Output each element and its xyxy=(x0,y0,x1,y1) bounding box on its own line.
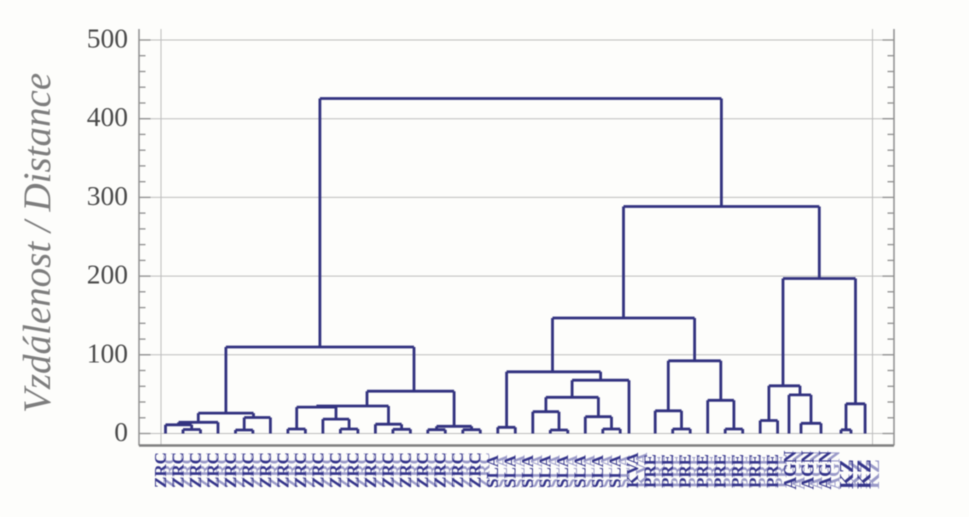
svg-text:ZRC: ZRC xyxy=(230,452,249,488)
svg-text:SLA: SLA xyxy=(553,454,572,488)
svg-text:SLA: SLA xyxy=(614,454,633,488)
svg-text:KVA: KVA xyxy=(632,452,651,488)
svg-text:ZRC: ZRC xyxy=(160,452,179,488)
svg-text:ZRC: ZRC xyxy=(195,452,214,488)
svg-text:PRE: PRE xyxy=(702,454,721,488)
svg-text:SLA: SLA xyxy=(501,454,520,488)
svg-text:ZRC: ZRC xyxy=(422,452,441,488)
svg-text:300: 300 xyxy=(87,180,128,211)
svg-text:ZRC: ZRC xyxy=(326,452,345,488)
svg-text:PRE: PRE xyxy=(763,454,782,488)
svg-text:ZRC: ZRC xyxy=(439,452,458,488)
svg-text:ZRC: ZRC xyxy=(300,452,319,488)
svg-text:AGN: AGN xyxy=(815,450,835,489)
svg-text:AGN: AGN xyxy=(806,450,826,489)
svg-text:PRE: PRE xyxy=(649,454,668,488)
svg-text:ZRC: ZRC xyxy=(177,452,196,488)
svg-text:PRE: PRE xyxy=(676,454,695,488)
svg-text:PRE: PRE xyxy=(711,454,730,488)
svg-text:200: 200 xyxy=(87,259,128,290)
svg-text:ZRC: ZRC xyxy=(378,452,397,488)
svg-text:ZRC: ZRC xyxy=(317,452,336,488)
svg-text:Vzdálenost / Distance: Vzdálenost / Distance xyxy=(16,73,59,413)
svg-text:400: 400 xyxy=(87,101,128,132)
svg-text:ZRC: ZRC xyxy=(457,452,476,488)
svg-text:PRE: PRE xyxy=(641,454,660,488)
svg-text:PRE: PRE xyxy=(667,454,686,488)
svg-text:100: 100 xyxy=(87,337,128,368)
svg-text:ZRC: ZRC xyxy=(238,452,257,488)
svg-text:ZRC: ZRC xyxy=(396,452,415,488)
svg-text:ZRC: ZRC xyxy=(308,452,327,488)
svg-text:0: 0 xyxy=(114,416,128,447)
svg-text:PRE: PRE xyxy=(737,454,756,488)
svg-text:KZ: KZ xyxy=(853,459,875,489)
svg-text:AGN: AGN xyxy=(780,450,800,489)
svg-text:ZRC: ZRC xyxy=(212,452,231,488)
svg-text:PRE: PRE xyxy=(772,454,791,488)
svg-text:ZRC: ZRC xyxy=(448,452,467,488)
svg-text:SLA: SLA xyxy=(492,454,511,488)
svg-text:SLA: SLA xyxy=(544,454,563,488)
svg-text:KVA: KVA xyxy=(623,452,642,488)
svg-text:SLA: SLA xyxy=(518,454,537,488)
svg-text:PRE: PRE xyxy=(658,454,677,488)
svg-text:ZRC: ZRC xyxy=(370,452,389,488)
svg-text:KZ: KZ xyxy=(836,459,858,489)
svg-text:AGN: AGN xyxy=(789,450,809,489)
svg-text:ZRC: ZRC xyxy=(256,452,275,488)
svg-text:ZRC: ZRC xyxy=(431,452,450,488)
svg-text:ZRC: ZRC xyxy=(387,452,406,488)
svg-text:PRE: PRE xyxy=(684,454,703,488)
svg-text:ZRC: ZRC xyxy=(466,452,485,488)
svg-text:PRE: PRE xyxy=(693,454,712,488)
svg-text:SLA: SLA xyxy=(588,454,607,488)
svg-text:ZRC: ZRC xyxy=(273,452,292,488)
svg-text:SLA: SLA xyxy=(606,454,625,488)
svg-text:ZRC: ZRC xyxy=(343,452,362,488)
svg-text:PRE: PRE xyxy=(746,454,765,488)
svg-text:SLA: SLA xyxy=(579,454,598,488)
svg-text:ZRC: ZRC xyxy=(203,452,222,488)
svg-text:SLA: SLA xyxy=(597,454,616,488)
svg-text:SLA: SLA xyxy=(483,454,502,488)
svg-text:AGN: AGN xyxy=(797,450,817,489)
svg-text:ZRC: ZRC xyxy=(352,452,371,488)
svg-text:AGN: AGN xyxy=(824,450,844,489)
svg-text:PRE: PRE xyxy=(754,454,773,488)
svg-text:ZRC: ZRC xyxy=(413,452,432,488)
svg-text:SLA: SLA xyxy=(562,454,581,488)
svg-text:ZRC: ZRC xyxy=(361,452,380,488)
svg-text:ZRC: ZRC xyxy=(186,452,205,488)
svg-text:PRE: PRE xyxy=(719,454,738,488)
svg-text:SLA: SLA xyxy=(571,454,590,488)
svg-text:SLA: SLA xyxy=(509,454,528,488)
svg-text:PRE: PRE xyxy=(728,454,747,488)
svg-text:ZRC: ZRC xyxy=(405,452,424,488)
svg-text:ZRC: ZRC xyxy=(151,452,170,488)
svg-text:ZRC: ZRC xyxy=(221,452,240,488)
svg-text:SLA: SLA xyxy=(536,454,555,488)
svg-text:ZRC: ZRC xyxy=(291,452,310,488)
svg-text:KZ: KZ xyxy=(845,459,867,489)
svg-text:ZRC: ZRC xyxy=(247,452,266,488)
svg-text:ZRC: ZRC xyxy=(474,452,493,488)
svg-text:ZRC: ZRC xyxy=(168,452,187,488)
svg-text:ZRC: ZRC xyxy=(265,452,284,488)
svg-text:500: 500 xyxy=(87,23,128,54)
svg-text:KZ: KZ xyxy=(862,459,884,489)
svg-text:SLA: SLA xyxy=(527,454,546,488)
svg-text:ZRC: ZRC xyxy=(282,452,301,488)
svg-text:ZRC: ZRC xyxy=(335,452,354,488)
